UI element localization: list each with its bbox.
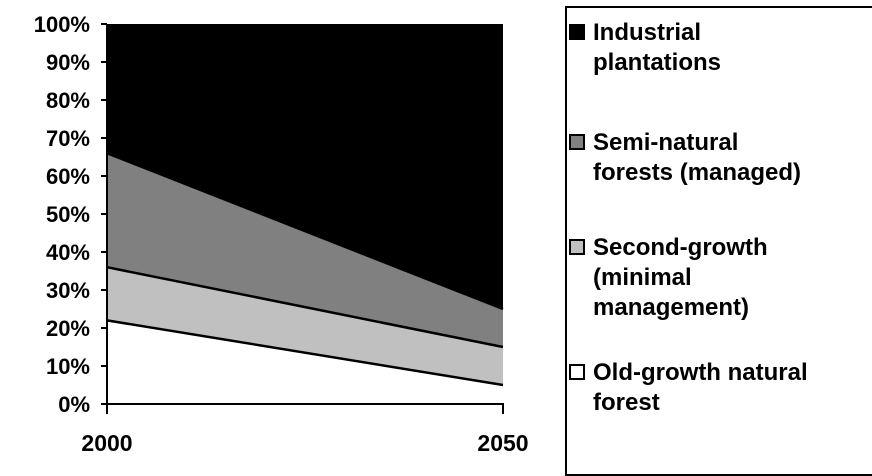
series-boundary-line <box>106 152 504 311</box>
legend-item: Second-growth (minimal management) <box>569 233 768 323</box>
y-tick-label: 50% <box>46 202 90 227</box>
legend-label: Industrial plantations <box>593 19 722 76</box>
area-industrial-plantations <box>107 24 503 309</box>
y-tick-label: 60% <box>46 164 90 189</box>
y-tick-label: 10% <box>46 354 90 379</box>
y-tick-label: 20% <box>46 316 90 341</box>
series-boundary-line <box>106 265 504 349</box>
stacked-area-chart: 0% 10% 20% 30% 40% 50% 60% 70% 80% 90% 100% 2000 205… <box>34 12 529 456</box>
axes-layer <box>101 23 504 414</box>
legend-item: Old-growth natural forest <box>569 358 808 418</box>
tick-label-layer: 0% 10% 20% 30% 40% 50% 60% 70% 80% 90% 100% 2000 205… <box>34 12 529 456</box>
area-semi-natural-forests-managed <box>107 153 503 347</box>
y-tick-label: 90% <box>46 50 90 75</box>
legend-label: Semi-natural forests (managed) <box>593 129 802 186</box>
y-tick-label: 30% <box>46 278 90 303</box>
legend-label: Second-growth (minimal management) <box>593 234 768 321</box>
series-boundary-line <box>106 319 504 387</box>
x-tick-label: 2000 <box>81 430 132 456</box>
area-old-growth-natural-forest <box>107 320 503 404</box>
y-tick-label: 40% <box>46 240 90 265</box>
area-second-growth-minimal-management <box>107 267 503 385</box>
y-tick-label: 70% <box>46 126 90 151</box>
x-tick-label: 2050 <box>477 430 528 456</box>
area-layer <box>106 24 504 404</box>
legend-item: Semi-natural forests (managed) <box>569 128 801 188</box>
y-tick-label: 80% <box>46 88 90 113</box>
legend-label: Old-growth natural forest <box>593 359 808 416</box>
y-tick-label: 0% <box>58 392 90 417</box>
legend-swatch <box>569 364 585 380</box>
legend-swatch <box>569 134 585 150</box>
legend-swatch <box>569 24 585 40</box>
y-tick-label: 100% <box>34 12 90 37</box>
legend-swatch <box>569 239 585 255</box>
legend-item: Industrial plantations <box>569 18 721 78</box>
legend: Industrial plantations Semi-natural fores… <box>565 6 872 476</box>
